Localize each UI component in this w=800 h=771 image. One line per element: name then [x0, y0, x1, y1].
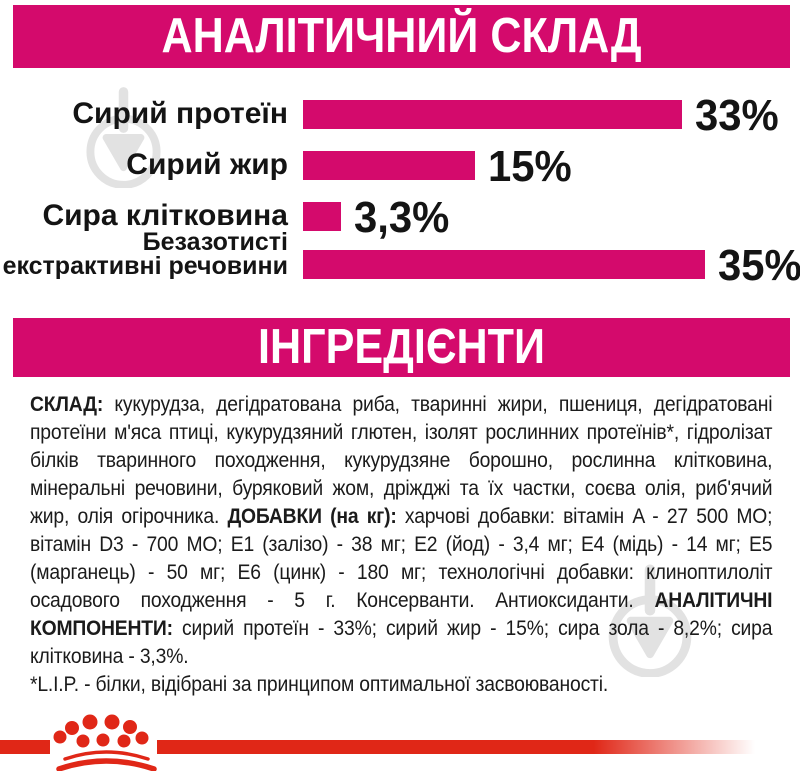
chart-value-label: 35% [718, 241, 800, 290]
watermark-pin-icon [86, 87, 161, 188]
chart-bar [303, 100, 682, 129]
brand-divider-line-right [157, 740, 755, 754]
brand-divider-line-left [0, 740, 50, 754]
chart-row-label: Сира клітковина [42, 199, 288, 232]
ingredients-segment: ДОБАВКИ (на кг): [227, 505, 405, 528]
ingredients-header-band: ІНГРЕДІЄНТИ [13, 318, 790, 377]
ingredients-segment: харчові добавки: вітамін A - 27 500 МО; … [30, 505, 773, 612]
chart-bar [303, 250, 705, 279]
ingredients-segment: АНАЛІТИЧНІ КОМПОНЕНТИ: [30, 589, 773, 640]
watermark-pin-icon [608, 564, 692, 677]
ingredients-segment: СКЛАД: [30, 393, 115, 416]
chart-value-label: 15% [488, 142, 572, 191]
chart-row-crude-protein: Сирий протеїн 33% [0, 93, 800, 139]
analytical-header-title: АНАЛІТИЧНИЙ СКЛАД [161, 9, 642, 63]
chart-bar [303, 202, 341, 231]
chart-row-label: Сирий жир [126, 148, 288, 181]
ingredients-segment: кукурудза, дегідратована риба, тваринні … [30, 393, 773, 528]
ingredients-header-title: ІНГРЕДІЄНТИ [258, 320, 545, 374]
chart-row-nitrogen-free-extractives: Безазотисті екстрактивні речовини 35% [0, 230, 800, 289]
lip-footnote: *L.I.P. - білки, відібрані за принципом … [30, 673, 609, 696]
ingredients-segment: сирий протеїн - 33%; сирий жир - 15%; си… [30, 617, 773, 668]
chart-row-label: Безазотисті екстрактивні речовини [2, 228, 288, 280]
ingredients-text-block: СКЛАД: кукурудза, дегідратована риба, тв… [30, 391, 773, 699]
chart-row-crude-fiber: Сира клітковина 3,3% [0, 195, 800, 241]
ingredients-paragraph: СКЛАД: кукурудза, дегідратована риба, тв… [30, 391, 773, 671]
royal-canin-crown-icon [53, 714, 157, 771]
chart-row-crude-fat: Сирий жир 15% [0, 144, 800, 190]
chart-value-label: 33% [695, 91, 779, 140]
chart-bar [303, 151, 475, 180]
chart-value-label: 3,3% [354, 193, 450, 242]
chart-row-label: Сирий протеїн [72, 97, 288, 130]
analytical-header-band: АНАЛІТИЧНИЙ СКЛАД [13, 5, 790, 68]
